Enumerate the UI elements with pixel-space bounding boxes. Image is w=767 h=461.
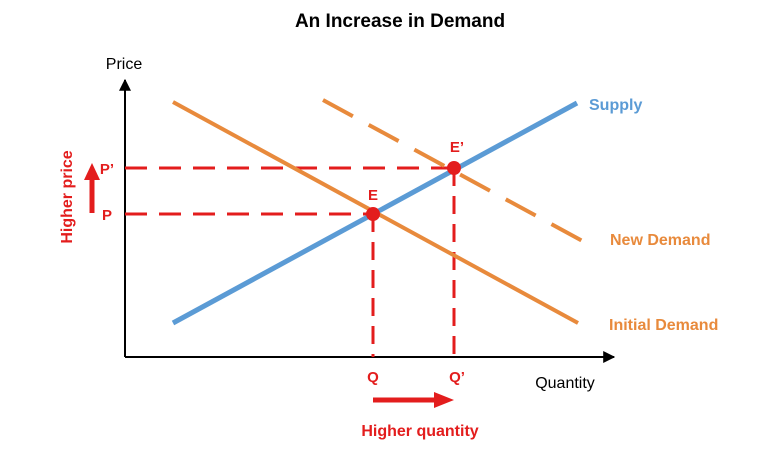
price-increase-arrow [84,163,100,213]
equilibrium-point-initial [366,207,380,221]
price-tick-initial: P [102,207,112,224]
equilibrium-point-new [447,161,461,175]
equilibrium-label-initial: E [368,187,378,204]
initial-demand-label: Initial Demand [609,317,718,334]
quantity-tick-initial: Q [367,369,379,386]
new-demand-label: New Demand [610,232,710,249]
quantity-increase-arrow [373,392,454,408]
equilibrium-label-new: E’ [450,139,464,156]
supply-label: Supply [589,97,642,114]
y-axis-label: Price [106,56,143,73]
diagram-title: An Increase in Demand [295,11,505,32]
quantity-tick-new: Q’ [449,369,465,386]
x-axis-label: Quantity [535,375,595,392]
higher-quantity-label: Higher quantity [361,423,478,440]
higher-price-label: Higher price [59,150,76,243]
price-tick-new: P’ [100,161,114,178]
